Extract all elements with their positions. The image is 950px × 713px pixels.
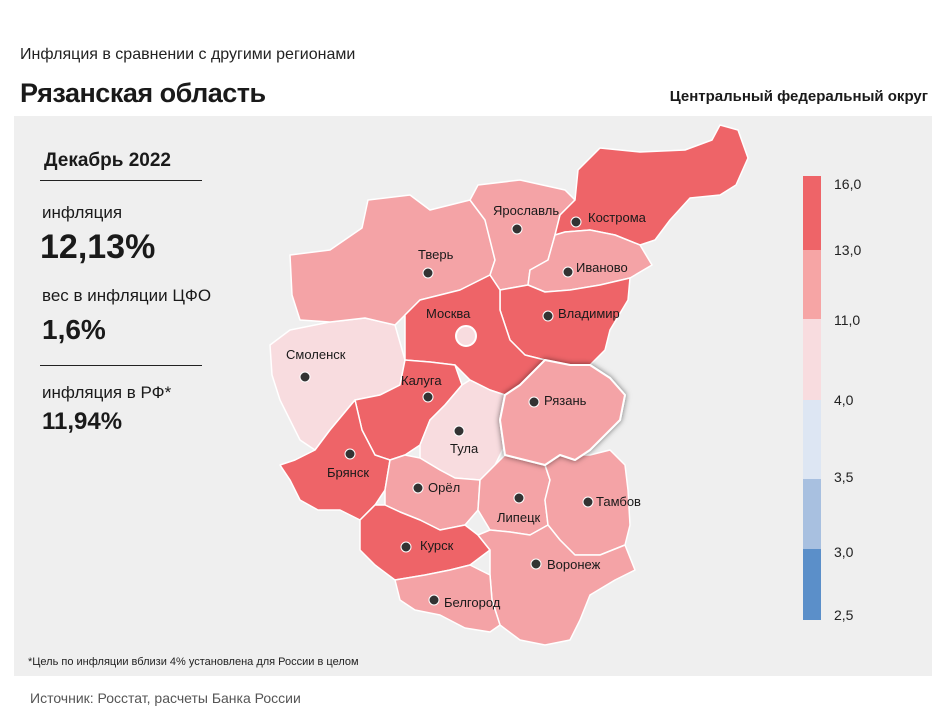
city-marker [422,391,434,403]
region-title: Рязанская область [20,78,266,108]
legend-tick-label: 11,0 [834,312,861,328]
city-label: Брянск [327,465,369,480]
city-label: Рязань [544,393,587,408]
inflation-value: 12,13% [40,228,156,266]
legend-tick-label: 4,0 [834,392,854,408]
city-marker [299,371,311,383]
weight-value: 1,6% [42,314,106,345]
legend-tick-label: 2,5 [834,607,854,623]
city-label: Владимир [558,306,620,321]
city-marker [530,558,542,570]
rf-inflation-label: инфляция в РФ* [42,383,172,402]
region-belgorod [394,564,501,633]
city-marker [344,448,356,460]
city-label: Кострома [588,210,647,225]
city-label: Калуга [401,373,442,388]
city-marker [511,223,523,235]
city-marker [528,396,540,408]
legend-color-box [803,176,821,250]
city-marker [513,492,525,504]
city-marker [412,482,424,494]
city-label: Белгород [444,595,501,610]
city-marker [455,325,477,347]
footnote: *Цель по инфляции вблизи 4% установлена … [28,656,359,668]
legend-color-box [803,250,821,319]
legend-color-box [803,479,821,549]
region-kostroma [554,124,749,246]
divider [40,180,202,181]
inflation-label: инфляция [42,203,123,222]
city-label: Тамбов [596,494,641,509]
city-marker [582,496,594,508]
city-label: Москва [426,306,471,321]
city-marker [570,216,582,228]
city-label: Курск [420,538,454,553]
city-marker [422,267,434,279]
legend-color-box [803,319,821,400]
legend-tick-label: 3,0 [834,544,854,560]
city-marker [400,541,412,553]
city-label: Липецк [497,510,541,525]
divider [40,365,202,366]
period-label: Декабрь 2022 [44,150,171,171]
city-marker [453,425,465,437]
city-marker [562,266,574,278]
city-marker [428,594,440,606]
city-label: Тверь [418,247,454,262]
city-marker [542,310,554,322]
rf-inflation-value: 11,94% [42,408,123,435]
region-ryazan [499,359,626,466]
subtitle: Инфляция в сравнении с другими регионами [20,46,356,63]
source-note: Источник: Росстат, расчеты Банка России [30,690,301,706]
legend-tick-label: 13,0 [834,242,862,258]
city-label: Ярославль [493,203,559,218]
district-title: Центральный федеральный округ [669,88,928,105]
city-label: Тула [450,441,479,456]
city-label: Иваново [576,260,628,275]
legend-color-box [803,549,821,620]
city-label: Воронеж [547,557,601,572]
legend-tick-label: 3,5 [834,469,854,485]
city-label: Смоленск [286,347,346,362]
city-label: Орёл [428,480,460,495]
weight-label: вес в инфляции ЦФО [42,286,212,305]
legend-color-box [803,400,821,479]
legend-tick-label: 16,0 [834,176,862,192]
